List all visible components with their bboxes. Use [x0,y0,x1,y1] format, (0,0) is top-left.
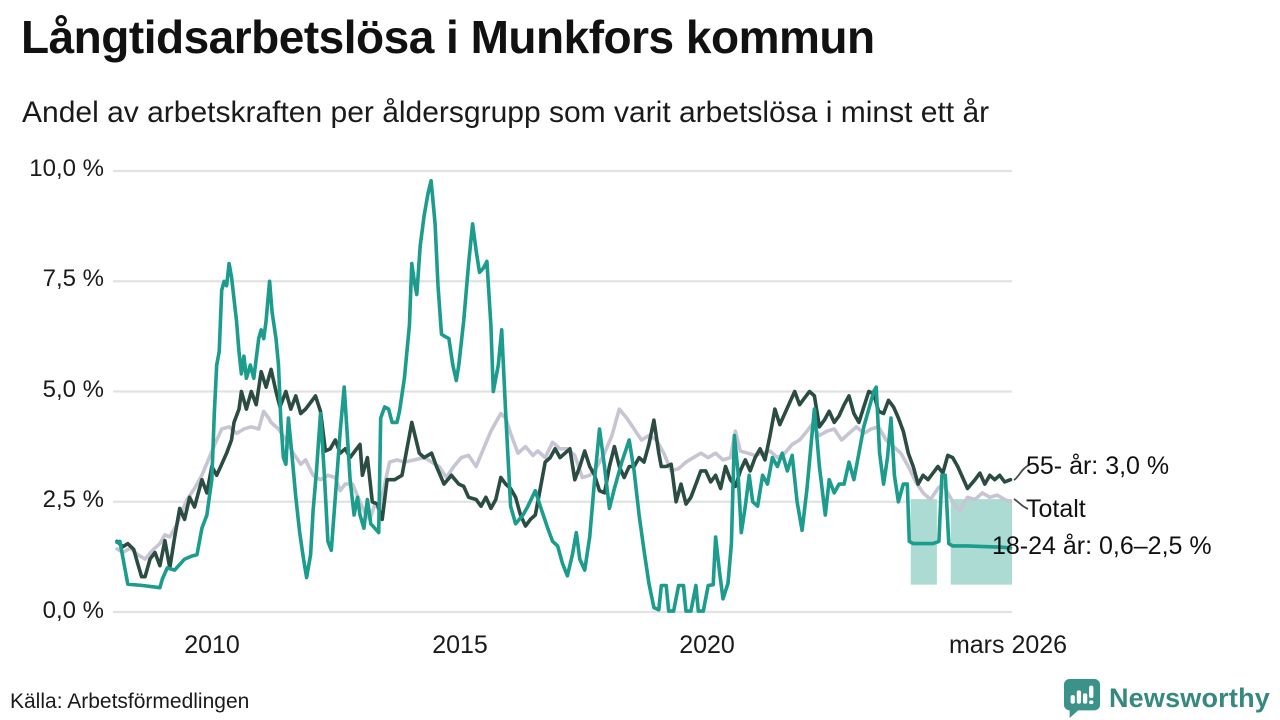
series-label-18-24-ar: 18-24 år: 0,6–2,5 % [992,532,1212,560]
series-label-totalt: Totalt [1026,495,1086,523]
gridlines [113,169,1012,614]
y-tick-0: 0,0 % [42,597,104,624]
page-subtitle: Andel av arbetskraften per åldersgrupp s… [22,96,990,129]
series-label-55-ar: 55- år: 3,0 % [1026,452,1170,480]
newsworthy-speech-bubble-icon [1063,679,1101,718]
y-tick-5: 5,0 % [42,376,104,403]
series-line-55-r [115,367,1013,579]
series-line-totalt [115,407,1013,561]
x-tick-2020: 2020 [679,631,735,659]
x-tick-mars-2026: mars 2026 [948,631,1068,659]
y-tick-7-5: 7,5 % [42,265,104,292]
connector-55-icon [1013,464,1030,481]
newsworthy-logo: Newsworthy [1063,678,1270,718]
page-title: Långtidsarbetslösa i Munkfors kommun [21,11,875,63]
x-tick-2015: 2015 [432,631,488,659]
connector-total-icon [1013,498,1029,510]
y-tick-10: 10,0 % [29,155,104,182]
series-line-18-24-r [115,178,1013,613]
x-tick-2010: 2010 [184,631,240,659]
series-lines [115,178,1013,613]
y-tick-2-5: 2,5 % [42,486,104,513]
source-credit: Källa: Arbetsförmedlingen [10,690,250,713]
forecast-band-segment [950,499,1012,585]
newsworthy-wordmark: Newsworthy [1108,682,1270,713]
annotation-connectors [1013,464,1030,510]
